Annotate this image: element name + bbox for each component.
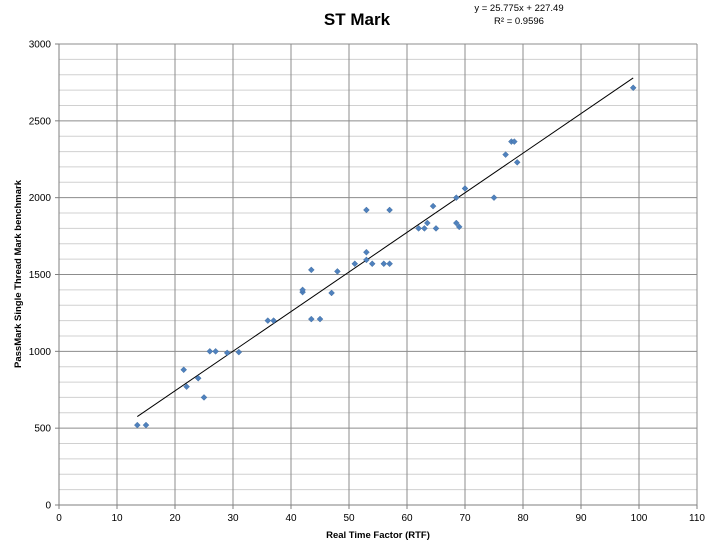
y-tick-label: 2000 [29,193,52,204]
data-point [299,286,306,294]
trendline [137,77,634,417]
x-tick-label: 100 [631,513,648,524]
data-point [316,315,324,323]
x-axis-label: Real Time Factor (RTF) [326,530,430,541]
data-point [386,206,393,214]
data-point [270,317,277,324]
y-tick-labels: 0 500 1000 1500 2000 2500 3000 [29,40,52,512]
data-point [264,317,272,324]
data-point [142,421,150,429]
y-tick-label: 2500 [29,116,52,127]
data-point [363,256,370,264]
data-point [490,194,498,201]
data-point [386,260,393,268]
x-tick-labels: 0 10 20 30 40 50 60 70 80 90 100 110 [56,513,705,524]
data-point [223,349,231,357]
data-point [461,185,469,192]
data-point [380,260,388,268]
data-point [334,268,341,275]
x-tick-label: 50 [343,513,355,524]
y-tick-label: 500 [34,424,51,435]
x-tick-label: 90 [575,513,587,524]
data-point [180,366,187,374]
data-point [424,219,431,227]
data-point [502,151,509,158]
y-tick-label: 3000 [29,40,52,51]
data-point [351,260,359,268]
x-tick-label: 70 [459,513,471,524]
data-point [212,348,219,355]
data-point [513,159,521,166]
data-point [200,394,208,401]
y-axis-label: PassMark Single Thread Mark benchmark [13,179,24,368]
x-tick-label: 10 [111,513,123,524]
y-tick-label: 1000 [29,347,52,358]
x-tick-label: 110 [689,513,705,524]
x-tick-label: 0 [56,513,62,524]
y-tick-label: 0 [45,501,51,512]
data-point [363,248,370,256]
y-tick-label: 1500 [29,270,52,281]
data-point [308,315,315,323]
data-point [453,194,460,201]
axes [55,43,698,509]
data-point [453,219,460,227]
data-point [206,348,214,355]
data-point [328,289,335,297]
data-point [183,383,190,390]
x-tick-label: 80 [517,513,529,524]
data-point [368,260,376,268]
x-tick-label: 40 [285,513,297,524]
data-point [134,421,141,429]
data-point [194,374,202,382]
chart-title: ST Mark [324,10,391,29]
data-point [415,225,422,232]
x-tick-label: 30 [227,513,239,524]
data-point [421,225,428,232]
data-point [455,223,463,231]
data-point [363,206,370,214]
x-tick-label: 20 [169,513,181,524]
data-points [134,84,637,429]
trendline-equation: y = 25.775x + 227.49 [474,3,563,14]
data-point [235,348,243,356]
data-point [511,138,518,145]
data-point [629,84,637,92]
x-tick-label: 60 [401,513,413,524]
data-point [429,202,437,210]
data-point [432,225,440,232]
trendline-r-squared: R² = 0.9596 [494,16,544,27]
data-point [308,266,315,274]
trendline-line [137,77,634,417]
